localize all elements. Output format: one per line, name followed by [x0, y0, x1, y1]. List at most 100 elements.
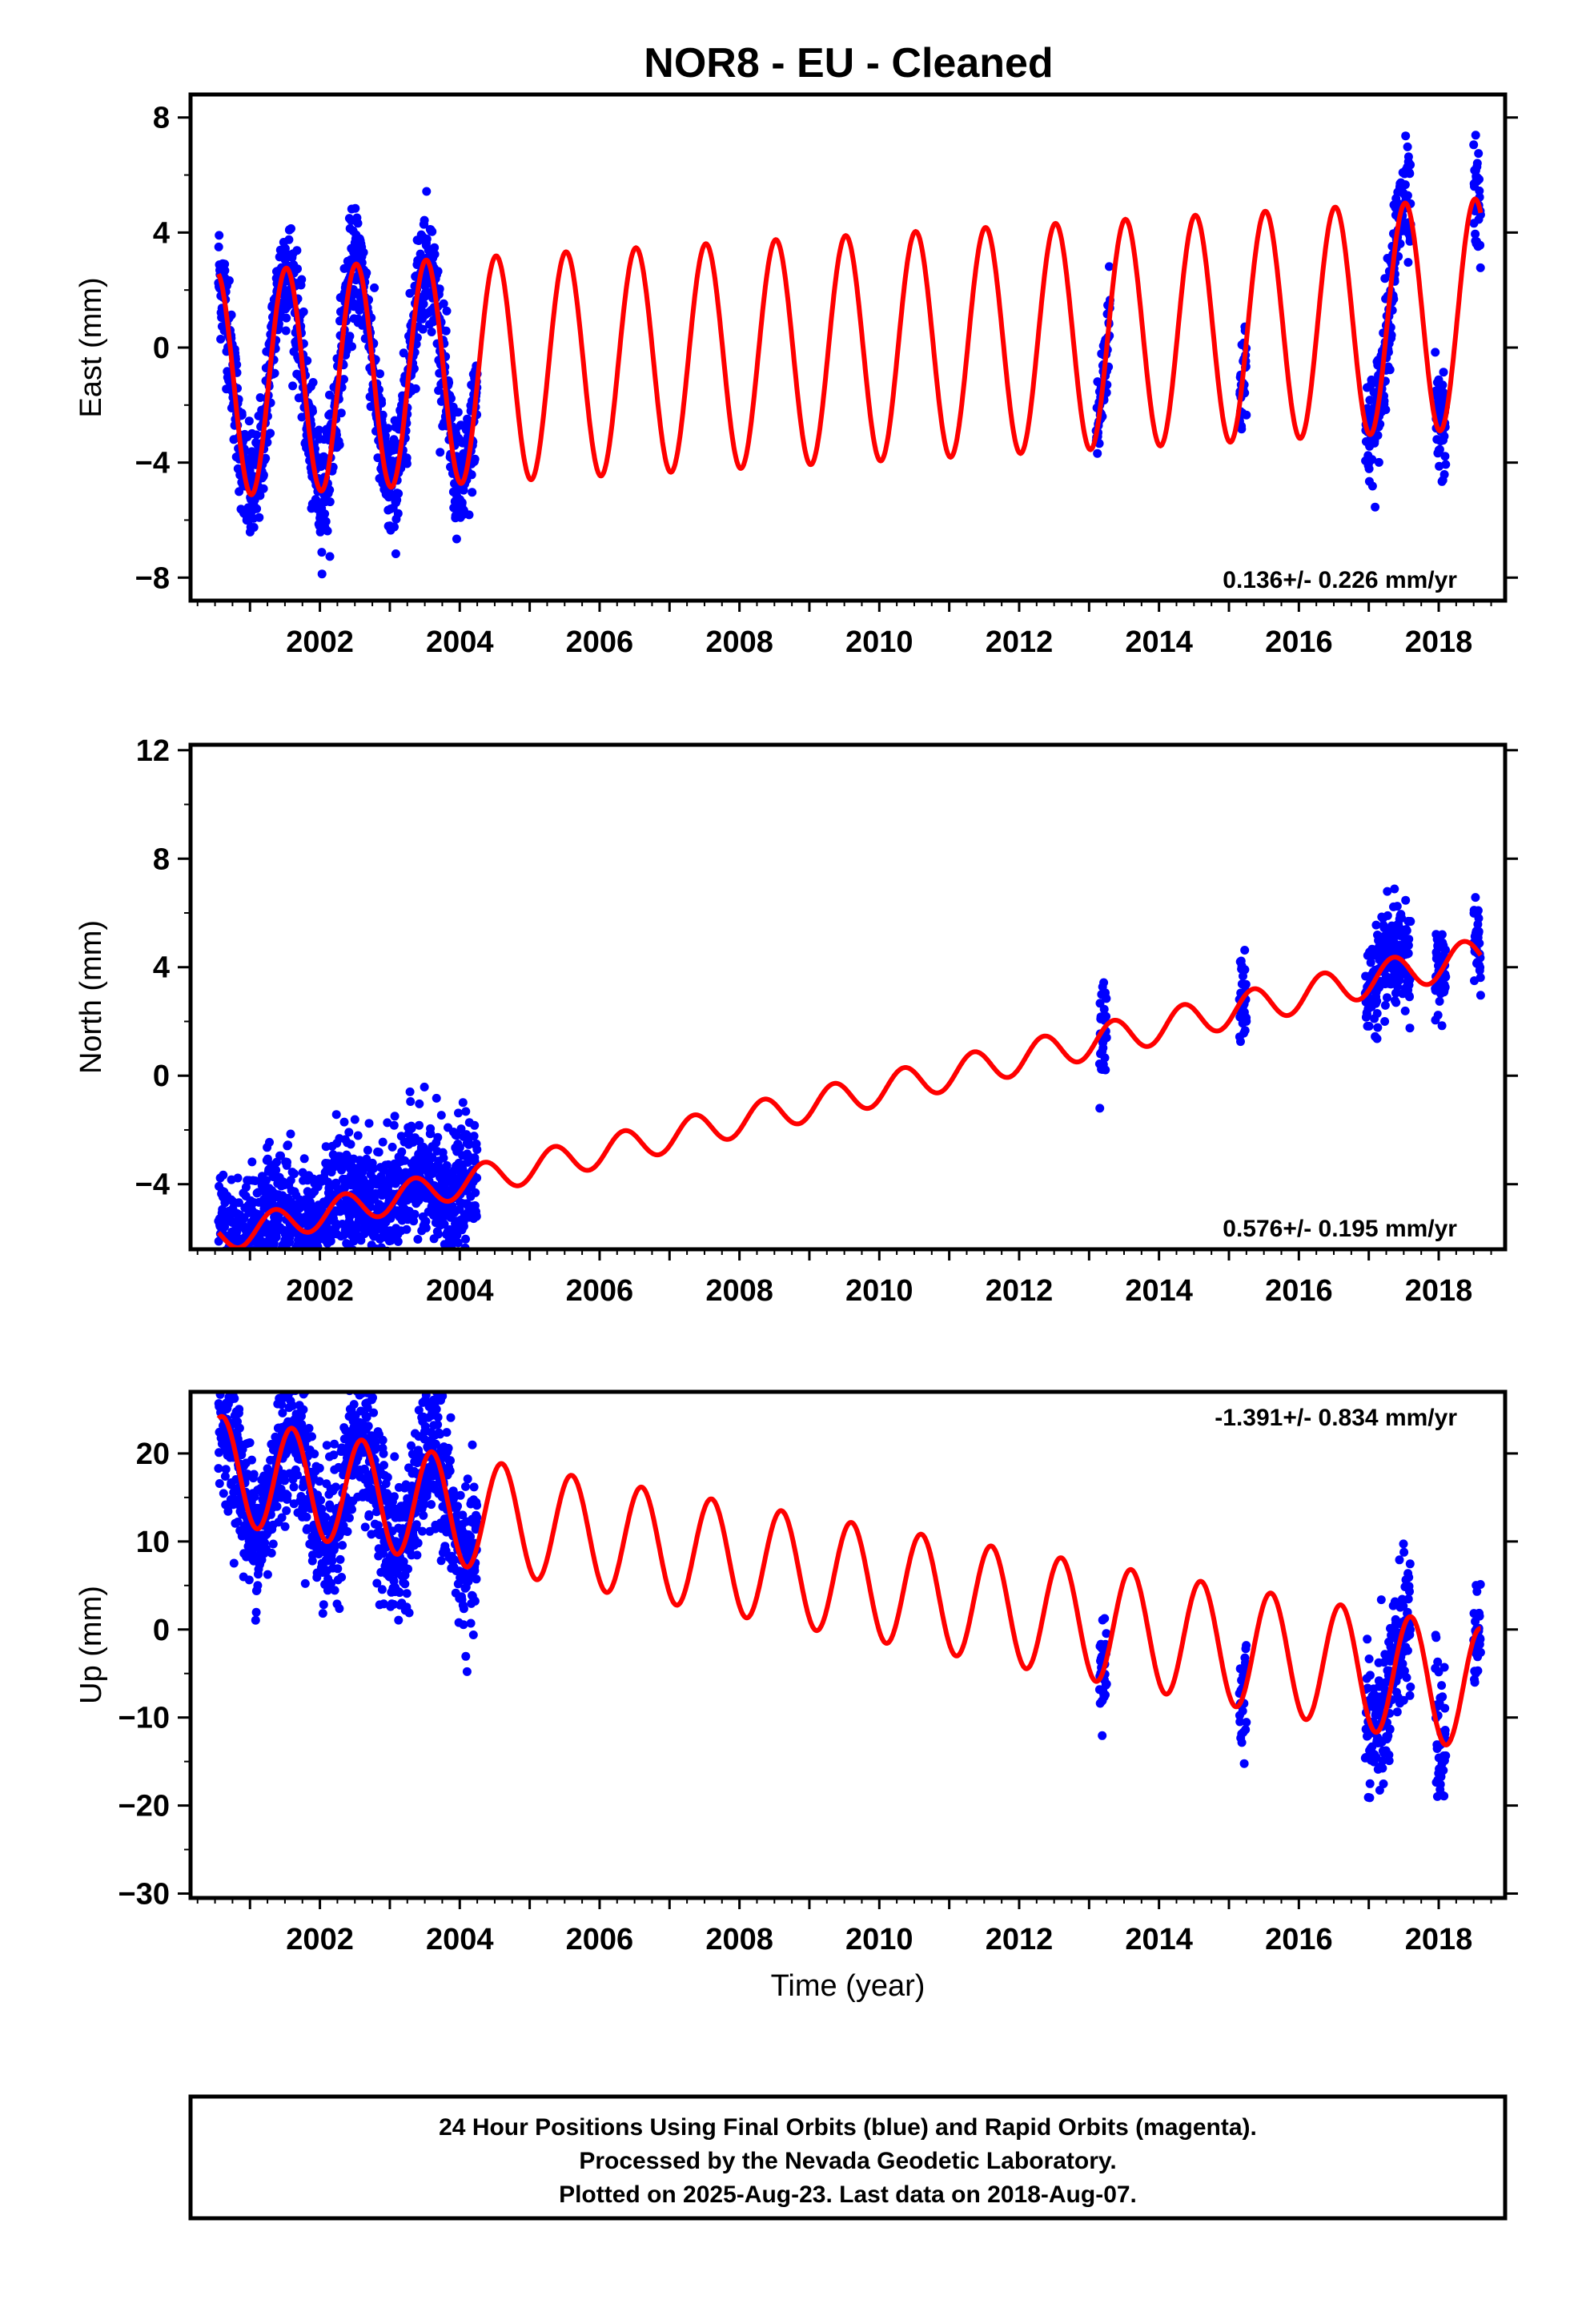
east-point	[378, 410, 387, 420]
north-point	[378, 1137, 387, 1147]
east-point	[321, 517, 331, 526]
north-point	[283, 1140, 293, 1150]
east-point	[1093, 448, 1102, 458]
up-point	[1365, 1779, 1375, 1788]
east-point	[1439, 368, 1448, 377]
up-point	[330, 1439, 339, 1449]
east-point	[1475, 175, 1484, 184]
up-point	[427, 1500, 436, 1510]
up-point	[318, 1609, 327, 1618]
up-point	[235, 1405, 244, 1414]
up-point	[250, 1492, 259, 1502]
north-point	[442, 1161, 452, 1170]
up-point	[446, 1456, 455, 1466]
east-point	[422, 235, 432, 243]
up-point	[1378, 1763, 1387, 1773]
up-point	[1398, 1659, 1407, 1669]
north-point	[393, 1236, 403, 1246]
up-point	[251, 1615, 260, 1625]
up-point	[1364, 1655, 1374, 1663]
up-point	[244, 1575, 254, 1585]
up-point	[420, 1421, 430, 1431]
up-point	[1399, 1539, 1408, 1549]
east-xtick-label: 2010	[845, 625, 913, 659]
east-point	[216, 335, 226, 344]
north-point	[454, 1108, 463, 1118]
east-point	[335, 440, 344, 449]
up-point	[1378, 1756, 1387, 1766]
north-point	[1403, 941, 1413, 950]
up-point	[1440, 1726, 1450, 1735]
north-point	[286, 1176, 295, 1185]
up-point	[1441, 1751, 1451, 1760]
up-point	[1403, 1646, 1412, 1655]
north-frame	[188, 742, 1508, 1252]
north-point	[1240, 965, 1250, 975]
north-point	[343, 1152, 351, 1160]
east-point	[1385, 365, 1395, 375]
east-point	[370, 283, 379, 292]
north-point	[421, 1216, 431, 1226]
north-point	[1098, 1043, 1108, 1053]
north-point	[1102, 1033, 1111, 1043]
north-point	[472, 1212, 481, 1221]
up-point	[459, 1620, 468, 1630]
north-xtick-label: 2004	[426, 1274, 494, 1308]
up-point	[1473, 1666, 1483, 1675]
up-point	[219, 1489, 228, 1498]
north-point	[458, 1098, 468, 1108]
east-point	[320, 509, 330, 519]
east-point	[391, 549, 400, 558]
east-ytick-label: 0	[153, 332, 170, 365]
up-point	[223, 1506, 233, 1516]
up-point	[413, 1538, 423, 1548]
north-point	[339, 1117, 349, 1127]
north-xtick-label: 2002	[286, 1274, 354, 1308]
north-point	[1241, 979, 1251, 989]
up-point	[283, 1490, 292, 1500]
up-point	[379, 1599, 388, 1609]
east-point	[1387, 331, 1396, 340]
east-point	[427, 328, 436, 336]
north-point	[436, 1111, 446, 1120]
up-point	[316, 1495, 326, 1505]
east-point	[1381, 405, 1391, 415]
up-point	[1375, 1786, 1384, 1795]
up-point	[400, 1579, 410, 1589]
east-point	[436, 448, 445, 457]
north-point	[410, 1209, 420, 1219]
north-point	[1474, 927, 1484, 936]
up-point	[1385, 1724, 1395, 1734]
up-point	[371, 1437, 380, 1447]
east-point	[1471, 229, 1480, 239]
east-point	[288, 381, 298, 391]
up-point	[444, 1443, 453, 1453]
up-point	[251, 1607, 261, 1617]
north-point	[1476, 991, 1485, 1000]
north-point	[1402, 926, 1411, 935]
north-point	[369, 1164, 379, 1173]
up-point	[253, 1581, 263, 1590]
north-point	[283, 1157, 291, 1167]
north-point	[1095, 1104, 1105, 1113]
east-point	[470, 454, 480, 464]
east-point	[292, 246, 302, 255]
east-point	[1400, 180, 1410, 190]
east-point	[1435, 444, 1444, 454]
north-point	[1437, 1021, 1447, 1031]
east-point	[430, 250, 440, 259]
north-point	[1471, 893, 1480, 903]
north-xtick-label: 2016	[1265, 1274, 1333, 1308]
north-point	[415, 1099, 424, 1108]
east-point	[439, 299, 448, 308]
north-point	[1473, 906, 1483, 915]
east-point	[251, 430, 261, 440]
east-point	[297, 275, 307, 284]
north-point	[321, 1142, 331, 1152]
up-point	[293, 1470, 302, 1480]
north-point	[420, 1082, 429, 1092]
up-point	[1365, 1671, 1375, 1680]
north-point	[290, 1169, 299, 1179]
up-point	[433, 1413, 443, 1422]
east-point	[255, 513, 264, 522]
